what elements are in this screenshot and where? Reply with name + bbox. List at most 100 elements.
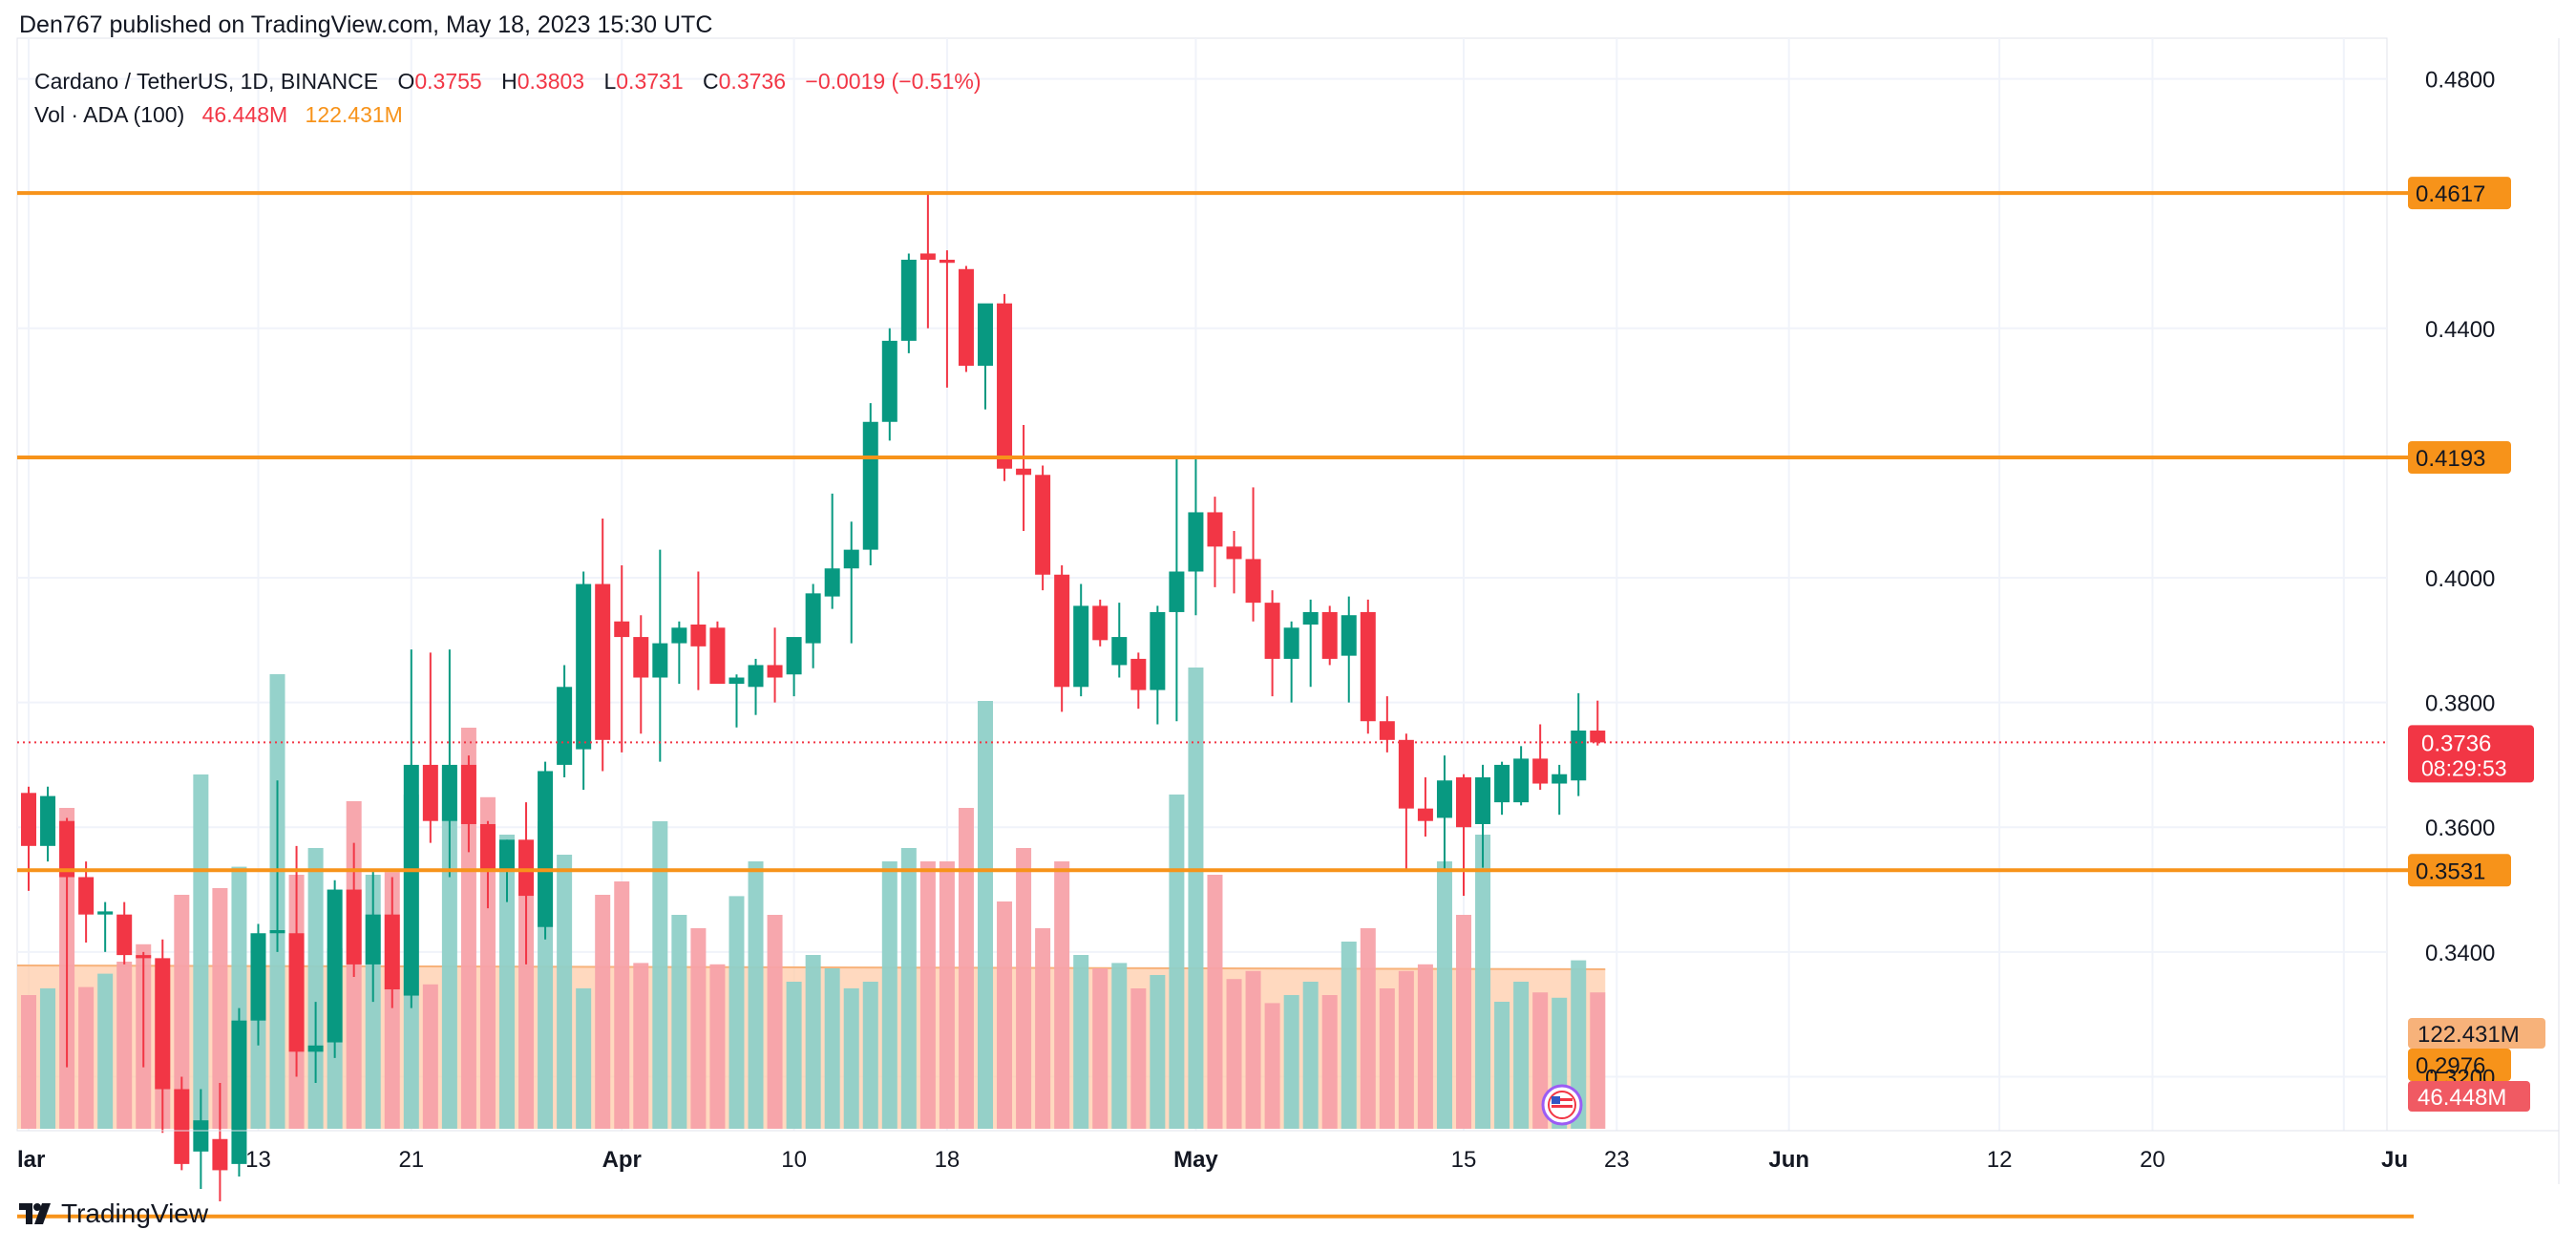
candle-body <box>136 955 152 959</box>
candle <box>1264 590 1280 697</box>
volume-bar <box>1283 995 1299 1129</box>
candle-body <box>671 627 687 644</box>
candle-body <box>786 637 802 675</box>
volume-bar <box>786 982 802 1129</box>
candle <box>709 621 726 685</box>
price-axis[interactable]: 0.48000.44000.40000.38000.36000.34000.32… <box>2408 68 2545 1112</box>
tradingview-logo[interactable]: TradingView <box>19 1198 208 1229</box>
candle <box>1073 583 1089 697</box>
volume-ma-label-bg <box>2408 1018 2545 1049</box>
candle <box>1379 696 1395 753</box>
candle <box>269 780 285 952</box>
level-price-label: 0.4193 <box>2416 446 2485 472</box>
candle-body <box>1513 758 1530 803</box>
volume-bar <box>1226 979 1242 1129</box>
volume-bar <box>1494 1002 1510 1129</box>
candle-body <box>1016 468 1032 476</box>
candle-body <box>250 933 266 1021</box>
candle <box>1532 724 1549 791</box>
candle <box>1283 621 1299 703</box>
candles <box>21 193 1606 1202</box>
time-tick-label: 12 <box>1987 1147 2013 1173</box>
volume-bar <box>939 861 955 1129</box>
legend-close-value: 0.3736 <box>719 69 786 94</box>
volume-bar <box>1302 982 1319 1129</box>
level-price-label: 0.3531 <box>2416 859 2485 884</box>
candle-body <box>1092 605 1109 641</box>
last-price-label-bg <box>2408 725 2534 783</box>
horizontal-levels[interactable]: 0.4617 0.4193 0.3531 0.2976 <box>17 177 2511 1219</box>
candle-body <box>633 637 649 678</box>
candle-body <box>1130 658 1147 690</box>
candle <box>595 518 611 772</box>
candle-body <box>1590 731 1606 743</box>
candle-body <box>269 929 285 934</box>
time-tick-label: Apr <box>602 1147 642 1173</box>
candle <box>652 549 668 762</box>
volume-bar <box>174 895 190 1129</box>
us-flag-icon[interactable] <box>1541 1084 1583 1126</box>
candle <box>1092 599 1109 647</box>
candle <box>1207 497 1223 587</box>
candle <box>346 842 362 977</box>
candle <box>805 583 821 668</box>
volume-bar <box>862 982 878 1129</box>
candle-body <box>881 340 897 422</box>
volume-bar <box>805 955 821 1129</box>
candle <box>1417 776 1433 838</box>
candle <box>1552 764 1568 816</box>
level-price-label-bg <box>2408 177 2511 210</box>
volume-legend-ma-value: 122.431M <box>306 102 403 127</box>
candle <box>824 493 840 609</box>
candle-body <box>1302 611 1319 625</box>
candle <box>59 817 75 1068</box>
time-tick-label: 20 <box>2140 1147 2165 1173</box>
candle-body <box>1111 637 1128 666</box>
candle <box>1436 755 1452 871</box>
candle <box>1571 692 1587 796</box>
candle-body <box>1264 603 1280 659</box>
candle <box>1360 599 1376 734</box>
volume-bar <box>1111 963 1128 1129</box>
time-tick-label: Ju <box>2381 1147 2408 1173</box>
volume-bar <box>709 964 726 1129</box>
volume-bar <box>78 986 95 1129</box>
candle <box>212 1082 228 1202</box>
candle-body <box>538 771 554 927</box>
candle-body <box>155 958 171 1090</box>
candle <box>881 328 897 441</box>
volume-bar <box>1169 795 1185 1129</box>
volume-bar <box>1188 668 1204 1129</box>
candle <box>1475 764 1491 868</box>
candle <box>1035 465 1051 591</box>
countdown-label: 08:29:53 <box>2421 755 2507 780</box>
candle <box>365 870 381 1003</box>
candle-body <box>978 303 993 366</box>
candle <box>78 861 95 944</box>
volume-bar <box>1054 861 1070 1129</box>
time-tick-label: Jun <box>1768 1147 1809 1173</box>
volume-bar <box>900 848 917 1129</box>
candle <box>1188 456 1204 616</box>
candle-body <box>1150 611 1166 690</box>
legend-close-label: C <box>703 69 719 94</box>
candle <box>1302 599 1319 688</box>
candle-body <box>1494 764 1510 803</box>
candle-body <box>346 889 362 965</box>
volume-bar <box>1264 1003 1280 1129</box>
candle <box>288 845 305 1077</box>
volume-bar <box>576 988 592 1129</box>
level-price-label-bg <box>2408 440 2511 474</box>
candle-body <box>1188 512 1204 572</box>
price-tick-label: 0.3600 <box>2425 816 2495 841</box>
candle <box>997 293 1013 481</box>
candle <box>1494 761 1510 816</box>
time-axis[interactable]: lar 13 21 Apr 10 18 May 15 23 Jun 12 20 Ju <box>17 38 2560 1184</box>
volume-bar <box>843 988 859 1129</box>
candle-body <box>1552 774 1568 784</box>
candle <box>1341 596 1357 703</box>
candle <box>1513 746 1530 806</box>
candle <box>174 1076 190 1171</box>
volume-bar <box>767 915 783 1129</box>
